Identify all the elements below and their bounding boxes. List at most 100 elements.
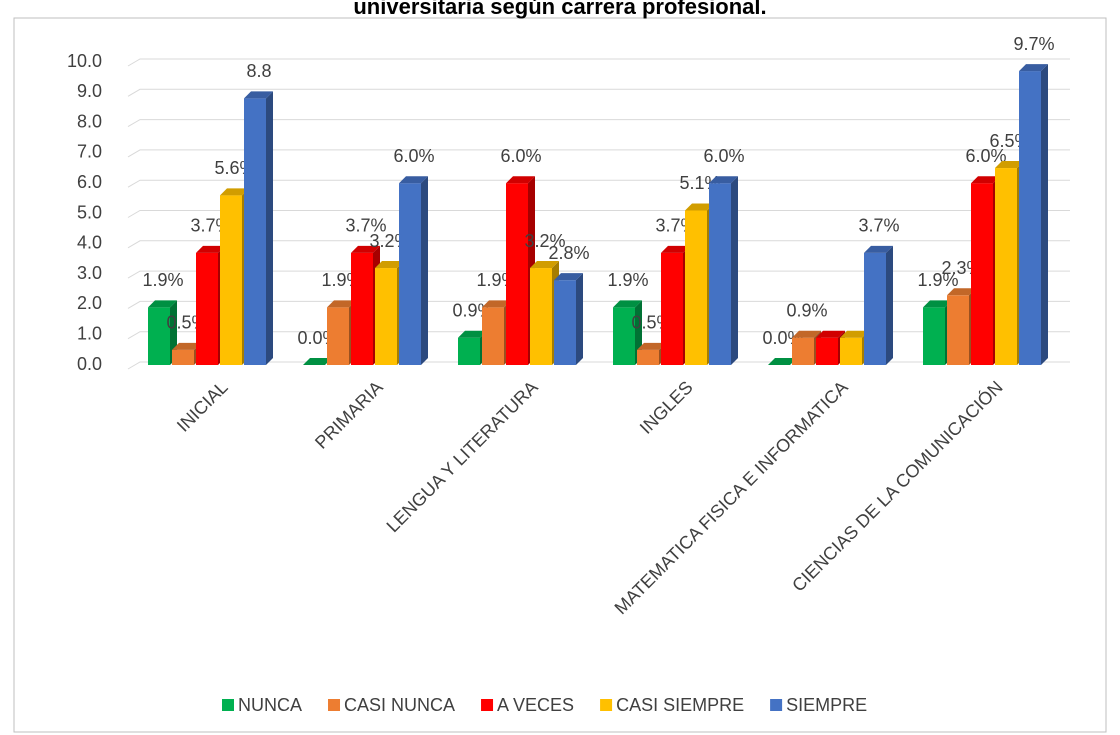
bar-face <box>351 245 380 253</box>
y-tick-label: 10.0 <box>67 51 102 71</box>
bar-face <box>923 307 945 365</box>
grid-line <box>127 210 1070 218</box>
bar-face <box>661 245 690 253</box>
bar-face <box>685 203 714 211</box>
bar-face <box>327 300 356 308</box>
legend-swatch <box>770 699 783 711</box>
y-tick-label: 3.0 <box>77 263 102 283</box>
x-tick-label: INGLES <box>636 377 697 438</box>
grid-line <box>127 149 1070 158</box>
bar-face <box>792 337 814 365</box>
y-tick-label: 5.0 <box>77 202 102 222</box>
bar <box>482 300 511 365</box>
data-label: 1.9% <box>607 270 648 290</box>
bar-face <box>458 330 487 338</box>
bar-face <box>458 337 480 365</box>
y-tick-label: 6.0 <box>77 172 102 192</box>
legend-label: A VECES <box>497 695 574 715</box>
bar-face <box>923 300 952 308</box>
bar-face <box>709 176 738 184</box>
bar-face <box>399 183 421 365</box>
bar-face <box>995 168 1017 365</box>
chart-border <box>13 17 1107 733</box>
bar-face <box>1019 64 1048 72</box>
y-tick-label: 8.0 <box>77 111 102 131</box>
data-label: 6.0% <box>965 146 1006 166</box>
legend-label: NUNCA <box>238 695 302 715</box>
grid-line <box>127 270 1070 279</box>
data-label: 0.9% <box>786 300 827 320</box>
data-label: 6.0% <box>703 146 744 166</box>
grid-line <box>127 331 1070 340</box>
grid-line <box>127 119 1070 128</box>
legend-swatch <box>600 699 613 711</box>
data-label: 9.7% <box>1013 34 1054 54</box>
bar <box>399 176 428 365</box>
data-label: 6.0% <box>393 146 434 166</box>
bar-face <box>661 252 683 365</box>
bar-face <box>840 330 869 338</box>
bar <box>554 273 583 365</box>
bar-face <box>685 210 707 365</box>
bar-face <box>506 176 535 184</box>
data-label: 6.0% <box>500 146 541 166</box>
bar-face <box>1041 64 1048 365</box>
bar-face <box>266 91 273 366</box>
bar-face <box>971 183 993 365</box>
bar-face <box>196 252 218 365</box>
bar-face <box>947 295 969 365</box>
data-label: 8.8 <box>246 61 271 81</box>
bar <box>196 245 225 365</box>
bar-face <box>172 342 201 350</box>
x-tick-label: INICIAL <box>173 377 232 436</box>
bar-face <box>421 176 428 365</box>
bar-face <box>816 337 838 365</box>
bar-face <box>172 349 194 365</box>
bar-face <box>971 176 1000 184</box>
legend-label: SIEMPRE <box>786 695 867 715</box>
bar-face <box>303 358 332 365</box>
y-tick-label: 4.0 <box>77 233 102 253</box>
y-tick-label: 0.0 <box>77 354 102 374</box>
bar-face <box>351 252 373 365</box>
y-tick-label: 9.0 <box>77 81 102 101</box>
y-tick-label: 2.0 <box>77 293 102 313</box>
bar <box>768 358 797 365</box>
bar-face <box>482 300 511 308</box>
bar-face <box>709 183 731 365</box>
bar-face <box>995 161 1024 169</box>
grid-line <box>127 88 1070 97</box>
bar-face <box>864 245 893 253</box>
bar-face <box>864 252 886 365</box>
data-label: 1.9% <box>142 270 183 290</box>
bar-face <box>399 176 428 184</box>
bar <box>864 245 893 365</box>
bar-face <box>637 342 666 350</box>
grid-line <box>127 58 1070 67</box>
bar-face <box>731 176 738 365</box>
y-tick-label: 7.0 <box>77 142 102 162</box>
legend-label: CASI NUNCA <box>344 695 455 715</box>
bar-face <box>576 273 583 365</box>
bar-face <box>613 300 642 308</box>
bar-face <box>816 330 845 338</box>
data-label: 2.8% <box>548 243 589 263</box>
bar <box>709 176 738 365</box>
chart-title: universitaria según carrera profesional. <box>353 0 766 19</box>
bar-face <box>554 280 576 365</box>
bar-face <box>530 268 552 365</box>
bar-face <box>613 307 635 365</box>
bar-face <box>220 195 242 365</box>
bar-face <box>792 330 821 338</box>
bar-face <box>637 349 659 365</box>
legend-swatch <box>328 699 341 711</box>
bar-face <box>768 358 797 365</box>
x-tick-label: LENGUA Y LITERATURA <box>383 377 542 536</box>
bar-face <box>840 337 862 365</box>
bar-face <box>506 183 528 365</box>
bar <box>303 358 332 365</box>
bar-face <box>530 261 559 269</box>
bar-face <box>220 188 249 196</box>
bar-face <box>327 307 349 365</box>
